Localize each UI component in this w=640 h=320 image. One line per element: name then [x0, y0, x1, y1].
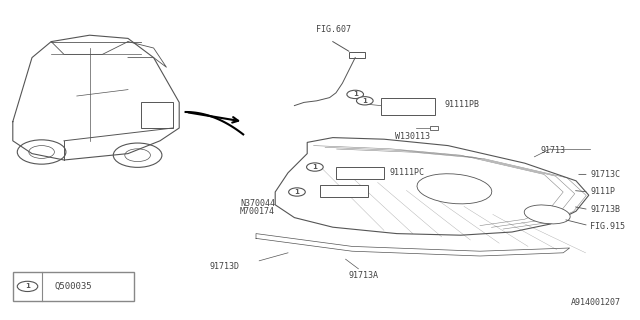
Text: 91713: 91713	[541, 146, 566, 155]
Bar	[13, 272, 134, 301]
Ellipse shape	[524, 205, 570, 224]
Text: FIG.915: FIG.915	[590, 222, 625, 231]
Text: 91713C: 91713C	[590, 170, 620, 179]
Circle shape	[289, 188, 305, 196]
Ellipse shape	[417, 174, 492, 204]
Bar	[381, 98, 435, 115]
Text: N370044: N370044	[240, 199, 275, 208]
Text: 91713D: 91713D	[210, 262, 240, 271]
Circle shape	[17, 281, 38, 292]
Text: 9111P: 9111P	[590, 188, 615, 196]
Bar	[320, 185, 368, 197]
Circle shape	[347, 90, 364, 99]
Text: 91713B: 91713B	[590, 205, 620, 214]
Text: M700174: M700174	[240, 207, 275, 216]
Bar	[141, 102, 173, 128]
Text: 91111PC: 91111PC	[389, 168, 424, 177]
Text: 1: 1	[294, 189, 300, 195]
Bar	[349, 52, 365, 58]
Bar	[336, 167, 384, 179]
Text: A914001207: A914001207	[571, 298, 621, 307]
Polygon shape	[275, 138, 589, 235]
Circle shape	[307, 163, 323, 171]
Text: 1: 1	[353, 92, 358, 97]
Text: W130113: W130113	[395, 132, 430, 141]
Text: 91713A: 91713A	[349, 271, 379, 280]
Text: 91111PB: 91111PB	[445, 100, 480, 108]
Circle shape	[356, 97, 373, 105]
Text: 1: 1	[362, 98, 367, 104]
Text: FIG.607: FIG.607	[316, 25, 351, 34]
Bar	[430, 126, 438, 130]
Text: 1: 1	[312, 164, 317, 170]
Text: Q500035: Q500035	[54, 282, 92, 291]
Text: 1: 1	[25, 284, 30, 289]
